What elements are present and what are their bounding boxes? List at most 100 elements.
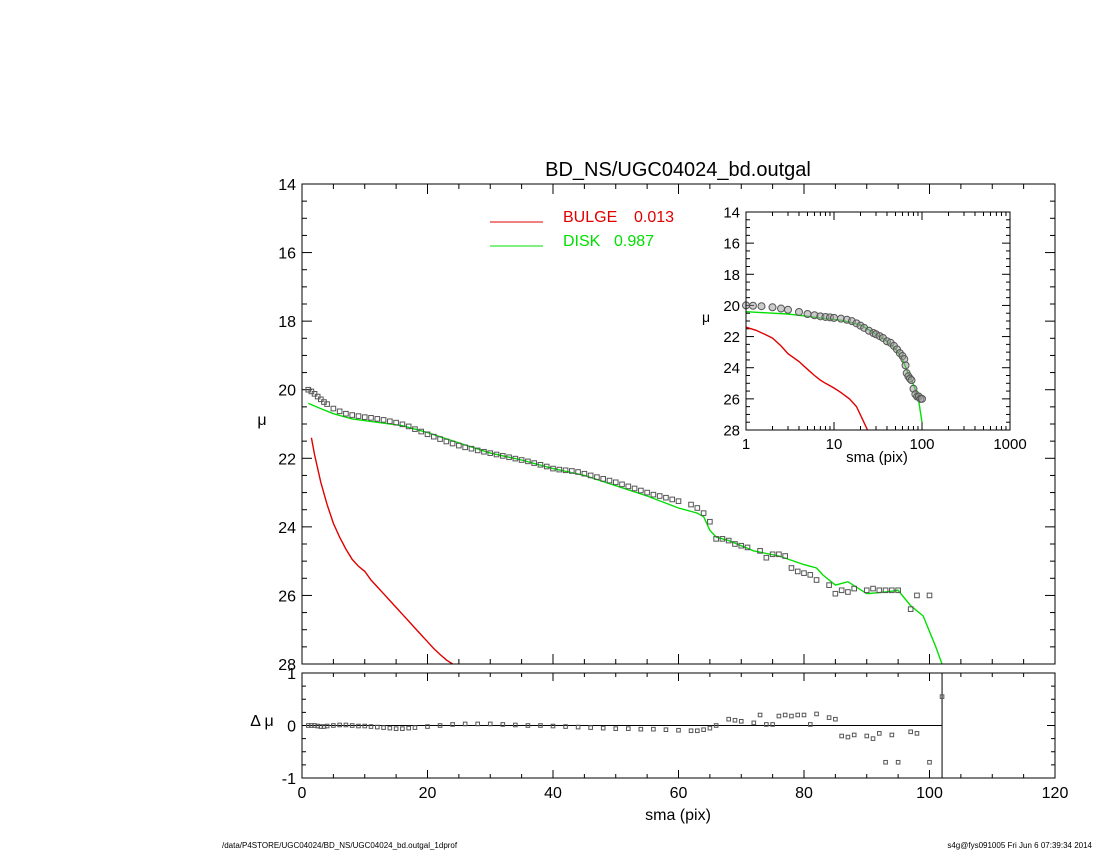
- data-point: [851, 732, 857, 738]
- series-line-disk: [308, 402, 943, 665]
- data-point: [845, 589, 851, 595]
- data-point: [908, 729, 913, 735]
- data-point: [694, 505, 701, 511]
- x-tick-label: 80: [795, 785, 813, 802]
- footer-timestamp: s4g@fys091005 Fri Jun 6 07:39:34 2014: [947, 841, 1092, 850]
- data-point: [324, 401, 330, 407]
- y-tick-label: 18: [278, 314, 296, 331]
- data-point: [889, 732, 895, 738]
- data-point: [769, 551, 776, 558]
- residual-series-layer: [302, 673, 945, 778]
- data-point: [456, 442, 462, 449]
- data-point: [656, 493, 663, 499]
- data-point: [443, 438, 450, 445]
- y-tick-label: 24: [723, 360, 740, 377]
- inset-y-axis-label: μ: [702, 309, 710, 325]
- data-point: [638, 726, 644, 732]
- y-tick-label: 22: [278, 451, 296, 468]
- data-point: [531, 460, 537, 466]
- data-point: [305, 386, 312, 393]
- data-point: [594, 474, 600, 480]
- data-point: [518, 457, 525, 463]
- data-point: [833, 716, 838, 722]
- data-point: [600, 476, 607, 482]
- legend-value-disk: 0.987: [614, 233, 654, 250]
- data-point: [927, 759, 932, 765]
- data-point: [832, 590, 839, 597]
- data-point: [425, 724, 430, 729]
- data-point: [625, 483, 632, 490]
- data-point: [695, 728, 700, 734]
- data-point: [587, 472, 594, 479]
- data-point: [493, 451, 500, 458]
- data-point: [830, 313, 838, 322]
- data-point: [588, 725, 593, 730]
- data-point: [430, 433, 437, 440]
- data-point: [337, 722, 342, 728]
- data-point: [449, 440, 456, 447]
- x-tick-label: 1: [742, 436, 750, 453]
- data-point: [631, 485, 638, 492]
- data-point: [412, 725, 418, 730]
- y-tick-label: 26: [278, 588, 296, 605]
- data-point: [870, 736, 876, 741]
- data-point: [782, 553, 788, 559]
- data-point: [512, 455, 519, 462]
- data-point: [343, 722, 349, 728]
- main-panel: BD_NS/UGC04024_bd.outgal μ 14 16 18 20 22 24 2…: [257, 159, 1056, 674]
- data-point: [513, 722, 518, 728]
- data-point: [757, 302, 766, 311]
- residual-plot-frame: [301, 672, 1056, 779]
- inset-plot-frame: [745, 211, 1011, 431]
- series-line-disk: [745, 311, 923, 423]
- data-point: [788, 565, 795, 571]
- data-point: [563, 724, 568, 729]
- main-series-layer: [305, 386, 943, 665]
- data-point: [757, 712, 763, 718]
- data-point: [336, 408, 343, 415]
- data-point: [663, 494, 669, 501]
- data-point: [500, 453, 506, 459]
- inset-series-layer: [742, 301, 926, 431]
- data-point: [343, 410, 349, 417]
- x-tick-label: 100: [909, 436, 934, 453]
- data-point: [877, 731, 882, 736]
- data-point: [437, 723, 443, 728]
- data-point: [644, 489, 650, 496]
- data-point: [387, 418, 393, 425]
- data-point: [707, 518, 713, 525]
- y-tick-label: -1: [282, 771, 296, 788]
- data-point: [882, 587, 889, 594]
- data-point: [907, 606, 914, 612]
- data-point: [675, 498, 682, 504]
- data-point: [525, 458, 531, 465]
- data-point: [462, 444, 468, 451]
- x-axis-label: sma (pix): [645, 807, 711, 824]
- inset-panel: μ sma (pix) 1 10 100 1000 14 16 18 20 22 24 26 28: [702, 205, 1027, 467]
- series-line-bulge: [310, 437, 453, 665]
- data-point: [813, 577, 820, 583]
- legend: BULGE 0.013 DISK 0.987: [490, 209, 674, 250]
- data-point: [475, 721, 480, 727]
- data-point: [375, 724, 380, 730]
- data-point: [807, 722, 813, 727]
- data-point: [701, 727, 706, 733]
- data-point: [926, 592, 933, 599]
- data-point: [738, 719, 744, 724]
- data-point: [794, 307, 803, 316]
- data-point: [575, 469, 581, 475]
- data-point: [474, 447, 481, 454]
- data-point: [543, 463, 550, 470]
- data-point: [400, 726, 405, 731]
- chart-title: BD_NS/UGC04024_bd.outgal: [545, 159, 811, 181]
- data-point: [619, 481, 625, 488]
- data-point: [550, 465, 556, 472]
- residual-panel: Δ μ sma (pix) 0 20 40 60 80 100 120-101: [250, 666, 1068, 824]
- data-point: [506, 454, 512, 461]
- residual-axis-ticks: 0 20 40 60 80 100 120-101: [282, 666, 1069, 802]
- data-point: [368, 415, 374, 421]
- y-tick-label: 1: [287, 666, 296, 683]
- data-point: [918, 394, 926, 403]
- data-point: [776, 551, 782, 558]
